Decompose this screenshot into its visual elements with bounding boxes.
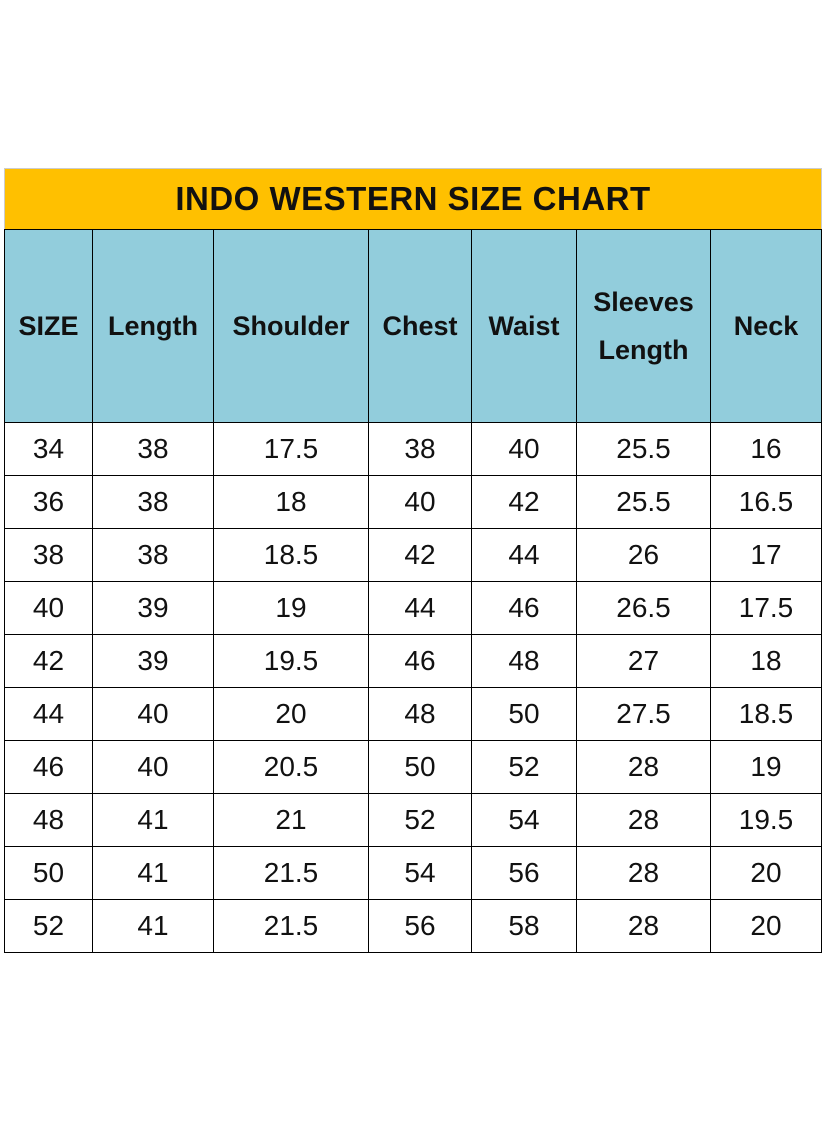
table-cell: 56	[471, 846, 577, 900]
table-cell: 41	[92, 793, 214, 847]
table-cell: 48	[368, 687, 472, 741]
chart-title: INDO WESTERN SIZE CHART	[3, 168, 823, 230]
table-cell: 20	[709, 899, 823, 953]
table-row: 48 41 21 52 54 28 19.5	[4, 793, 823, 847]
column-header-neck: Neck	[709, 229, 823, 423]
table-cell: 44	[368, 581, 472, 635]
column-header-length: Length	[92, 229, 214, 423]
table-cell: 58	[471, 899, 577, 953]
table-cell: 20	[709, 846, 823, 900]
table-cell: 39	[92, 634, 214, 688]
table-cell: 16	[709, 422, 823, 476]
table-cell: 18	[213, 475, 369, 529]
table-cell: 42	[4, 634, 93, 688]
table-cell: 28	[576, 793, 711, 847]
table-cell: 44	[471, 528, 577, 582]
table-cell: 40	[368, 475, 472, 529]
table-cell: 20.5	[213, 740, 369, 794]
column-header-waist: Waist	[471, 229, 577, 423]
table-cell: 38	[92, 422, 214, 476]
table-row: 42 39 19.5 46 48 27 18	[4, 634, 823, 688]
table-cell: 34	[4, 422, 93, 476]
table-cell: 17.5	[213, 422, 369, 476]
table-row: 36 38 18 40 42 25.5 16.5	[4, 475, 823, 529]
table-cell: 41	[92, 899, 214, 953]
table-cell: 40	[4, 581, 93, 635]
table-row: 38 38 18.5 42 44 26 17	[4, 528, 823, 582]
table-cell: 46	[368, 634, 472, 688]
table-cell: 17.5	[709, 581, 823, 635]
table-cell: 26.5	[576, 581, 711, 635]
table-cell: 41	[92, 846, 214, 900]
table-row: 34 38 17.5 38 40 25.5 16	[4, 422, 823, 476]
table-cell: 40	[92, 740, 214, 794]
table-cell: 36	[4, 475, 93, 529]
table-cell: 18.5	[213, 528, 369, 582]
table-cell: 56	[368, 899, 472, 953]
column-header-size: SIZE	[4, 229, 93, 423]
table-cell: 40	[471, 422, 577, 476]
table-cell: 17	[709, 528, 823, 582]
table-cell: 21.5	[213, 899, 369, 953]
table-cell: 46	[471, 581, 577, 635]
table-cell: 52	[4, 899, 93, 953]
table-cell: 38	[368, 422, 472, 476]
table-row: 44 40 20 48 50 27.5 18.5	[4, 687, 823, 741]
table-cell: 18	[709, 634, 823, 688]
header-row: SIZE Length Shoulder Chest Waist Sleeves Leng…	[4, 229, 823, 423]
table-row: 40 39 19 44 46 26.5 17.5	[4, 581, 823, 635]
table-cell: 19.5	[709, 793, 823, 847]
table-cell: 19	[709, 740, 823, 794]
table-row: 46 40 20.5 50 52 28 19	[4, 740, 823, 794]
table-cell: 27.5	[576, 687, 711, 741]
table-cell: 44	[4, 687, 93, 741]
table-cell: 48	[4, 793, 93, 847]
table-cell: 54	[368, 846, 472, 900]
table-cell: 26	[576, 528, 711, 582]
table-cell: 25.5	[576, 422, 711, 476]
table-cell: 52	[368, 793, 472, 847]
table-body: 34 38 17.5 38 40 25.5 16 36 38 18 40 42 25.5 16.5 38 38…	[4, 422, 823, 953]
table-row: 52 41 21.5 56 58 28 20	[4, 899, 823, 953]
table-cell: 48	[471, 634, 577, 688]
table-cell: 19.5	[213, 634, 369, 688]
table-cell: 21	[213, 793, 369, 847]
table-cell: 52	[471, 740, 577, 794]
table-cell: 42	[368, 528, 472, 582]
table-row: 50 41 21.5 54 56 28 20	[4, 846, 823, 900]
table-cell: 19	[213, 581, 369, 635]
table-cell: 20	[213, 687, 369, 741]
table-cell: 42	[471, 475, 577, 529]
table-cell: 46	[4, 740, 93, 794]
column-header-shoulder: Shoulder	[213, 229, 369, 423]
size-chart-table: INDO WESTERN SIZE CHART SIZE Length Should…	[3, 168, 823, 953]
table-cell: 28	[576, 740, 711, 794]
table-cell: 38	[92, 475, 214, 529]
table-cell: 38	[92, 528, 214, 582]
table-cell: 28	[576, 899, 711, 953]
table-cell: 50	[368, 740, 472, 794]
table-cell: 25.5	[576, 475, 711, 529]
table-cell: 27	[576, 634, 711, 688]
table-cell: 50	[471, 687, 577, 741]
table-cell: 50	[4, 846, 93, 900]
table-cell: 38	[4, 528, 93, 582]
table-cell: 28	[576, 846, 711, 900]
table-cell: 21.5	[213, 846, 369, 900]
table-cell: 54	[471, 793, 577, 847]
column-header-sleeves-length: Sleeves Length	[576, 229, 711, 423]
table-cell: 39	[92, 581, 214, 635]
column-header-chest: Chest	[368, 229, 472, 423]
table-cell: 16.5	[709, 475, 823, 529]
table-cell: 40	[92, 687, 214, 741]
table-cell: 18.5	[709, 687, 823, 741]
